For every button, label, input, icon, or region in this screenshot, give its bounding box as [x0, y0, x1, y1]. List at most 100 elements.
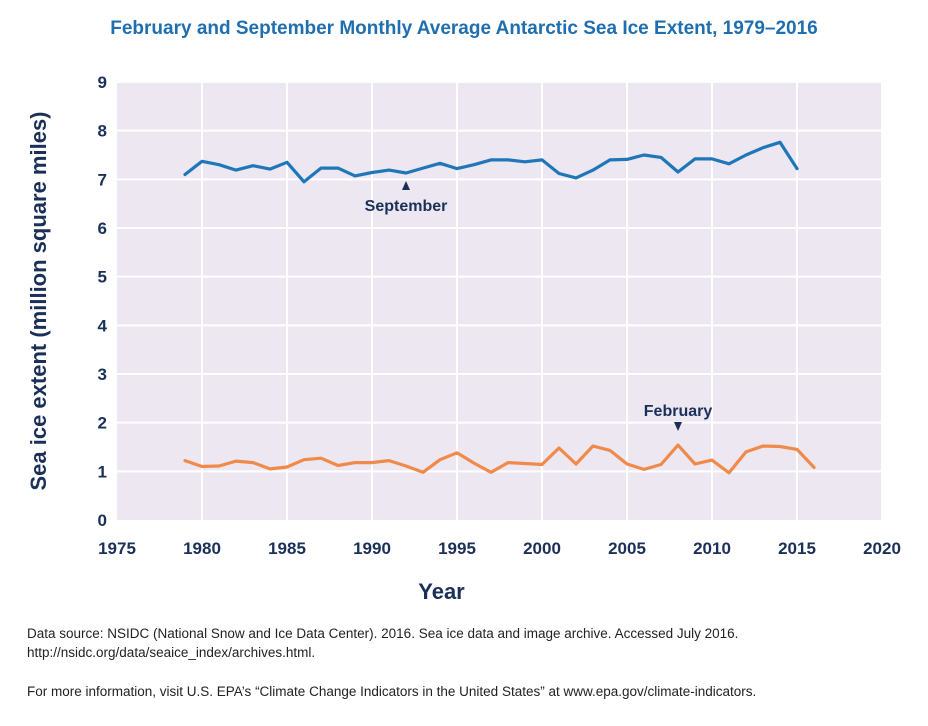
- x-tick-label: 2000: [523, 539, 561, 558]
- data-point-february: [217, 464, 221, 468]
- data-point-september: [608, 158, 612, 162]
- data-point-september: [268, 167, 272, 171]
- x-tick-label: 1975: [98, 539, 136, 558]
- data-point-february: [761, 444, 765, 448]
- y-tick-label: 1: [98, 462, 107, 481]
- data-point-february: [659, 463, 663, 466]
- data-point-september: [217, 163, 221, 167]
- data-point-february: [200, 465, 204, 468]
- data-point-september: [506, 158, 510, 162]
- data-point-september: [302, 180, 306, 184]
- x-tick-label: 1990: [353, 539, 391, 558]
- data-point-september: [778, 141, 782, 144]
- y-tick-label: 3: [98, 365, 107, 384]
- data-point-february: [336, 464, 340, 467]
- data-point-february: [795, 448, 799, 451]
- data-point-september: [574, 176, 578, 180]
- data-source-line: Data source: NSIDC (National Snow and Ic…: [27, 626, 739, 641]
- data-point-september: [540, 158, 544, 162]
- data-point-september: [693, 157, 697, 161]
- data-point-february: [710, 458, 714, 462]
- x-tick-label: 2015: [778, 539, 816, 558]
- data-point-february: [234, 459, 238, 463]
- data-point-february: [421, 471, 425, 474]
- data-point-september: [642, 153, 646, 157]
- x-tick-label: 2010: [693, 539, 731, 558]
- data-point-september: [744, 153, 748, 157]
- annotations: September February: [365, 181, 713, 432]
- x-tick-label: 2020: [863, 539, 901, 558]
- data-point-february: [540, 463, 544, 466]
- data-point-february: [693, 462, 697, 466]
- data-point-february: [183, 459, 187, 462]
- data-point-september: [336, 166, 340, 170]
- annotation-arrow: [674, 422, 682, 432]
- gridlines: [117, 81, 883, 520]
- chart-title: February and September Monthly Average A…: [110, 18, 818, 39]
- data-point-february: [251, 461, 255, 464]
- data-point-february: [812, 466, 816, 469]
- data-point-february: [285, 465, 289, 469]
- data-point-september: [557, 172, 561, 175]
- data-point-february: [472, 461, 476, 465]
- data-point-september: [761, 146, 765, 149]
- data-point-february: [591, 444, 595, 448]
- data-point-february: [727, 471, 731, 475]
- data-point-february: [608, 449, 612, 452]
- data-point-september: [710, 157, 714, 161]
- data-series: [183, 140, 816, 475]
- x-tick-label: 2005: [608, 539, 646, 558]
- data-point-september: [251, 164, 255, 168]
- data-point-september: [200, 160, 204, 163]
- data-point-september: [795, 167, 799, 170]
- y-tick-label: 9: [98, 73, 107, 92]
- data-point-september: [183, 173, 187, 176]
- data-point-february: [744, 450, 748, 454]
- data-source-url: http://nsidc.org/data/seaice_index/archi…: [27, 645, 316, 660]
- annotation-label-september: September: [365, 198, 448, 215]
- data-point-february: [268, 467, 272, 471]
- y-tick-label: 6: [98, 219, 107, 238]
- data-point-september: [489, 158, 493, 162]
- data-point-september: [625, 158, 629, 161]
- data-point-february: [625, 462, 629, 466]
- data-point-september: [523, 160, 527, 164]
- data-point-september: [370, 171, 374, 174]
- data-point-february: [523, 462, 527, 465]
- data-point-february: [319, 456, 323, 460]
- data-point-february: [353, 461, 357, 464]
- x-tick-label: 1985: [268, 539, 306, 558]
- y-tick-label: 4: [98, 316, 108, 335]
- data-point-september: [387, 168, 391, 172]
- data-point-september: [234, 168, 238, 172]
- x-axis-title: Year: [418, 579, 465, 604]
- annotation-arrow: [402, 181, 410, 191]
- data-point-september: [659, 156, 663, 159]
- y-tick-label: 7: [98, 170, 107, 189]
- data-point-february: [642, 468, 646, 471]
- data-point-february: [438, 458, 442, 461]
- y-tick-label: 2: [98, 414, 107, 433]
- data-point-february: [574, 462, 578, 466]
- data-point-february: [676, 443, 680, 447]
- data-point-february: [506, 461, 510, 464]
- data-point-february: [302, 458, 306, 461]
- y-tick-label: 5: [98, 268, 107, 287]
- data-point-september: [353, 174, 357, 178]
- x-tick-label: 1980: [183, 539, 221, 558]
- data-point-february: [404, 464, 408, 468]
- series-line-february: [183, 443, 816, 475]
- data-point-september: [438, 161, 442, 165]
- data-point-february: [778, 445, 782, 448]
- more-info-note: For more information, visit U.S. EPA’s “…: [27, 684, 757, 699]
- plot-area: [117, 82, 882, 520]
- data-point-february: [489, 471, 493, 474]
- data-point-february: [387, 459, 391, 462]
- y-axis-title: Sea ice extent (million square miles): [26, 111, 51, 490]
- annotation-label-february: February: [644, 403, 713, 420]
- y-tick-label: 0: [98, 511, 107, 530]
- data-point-september: [421, 166, 425, 170]
- data-point-september: [727, 162, 731, 166]
- data-point-february: [370, 461, 374, 464]
